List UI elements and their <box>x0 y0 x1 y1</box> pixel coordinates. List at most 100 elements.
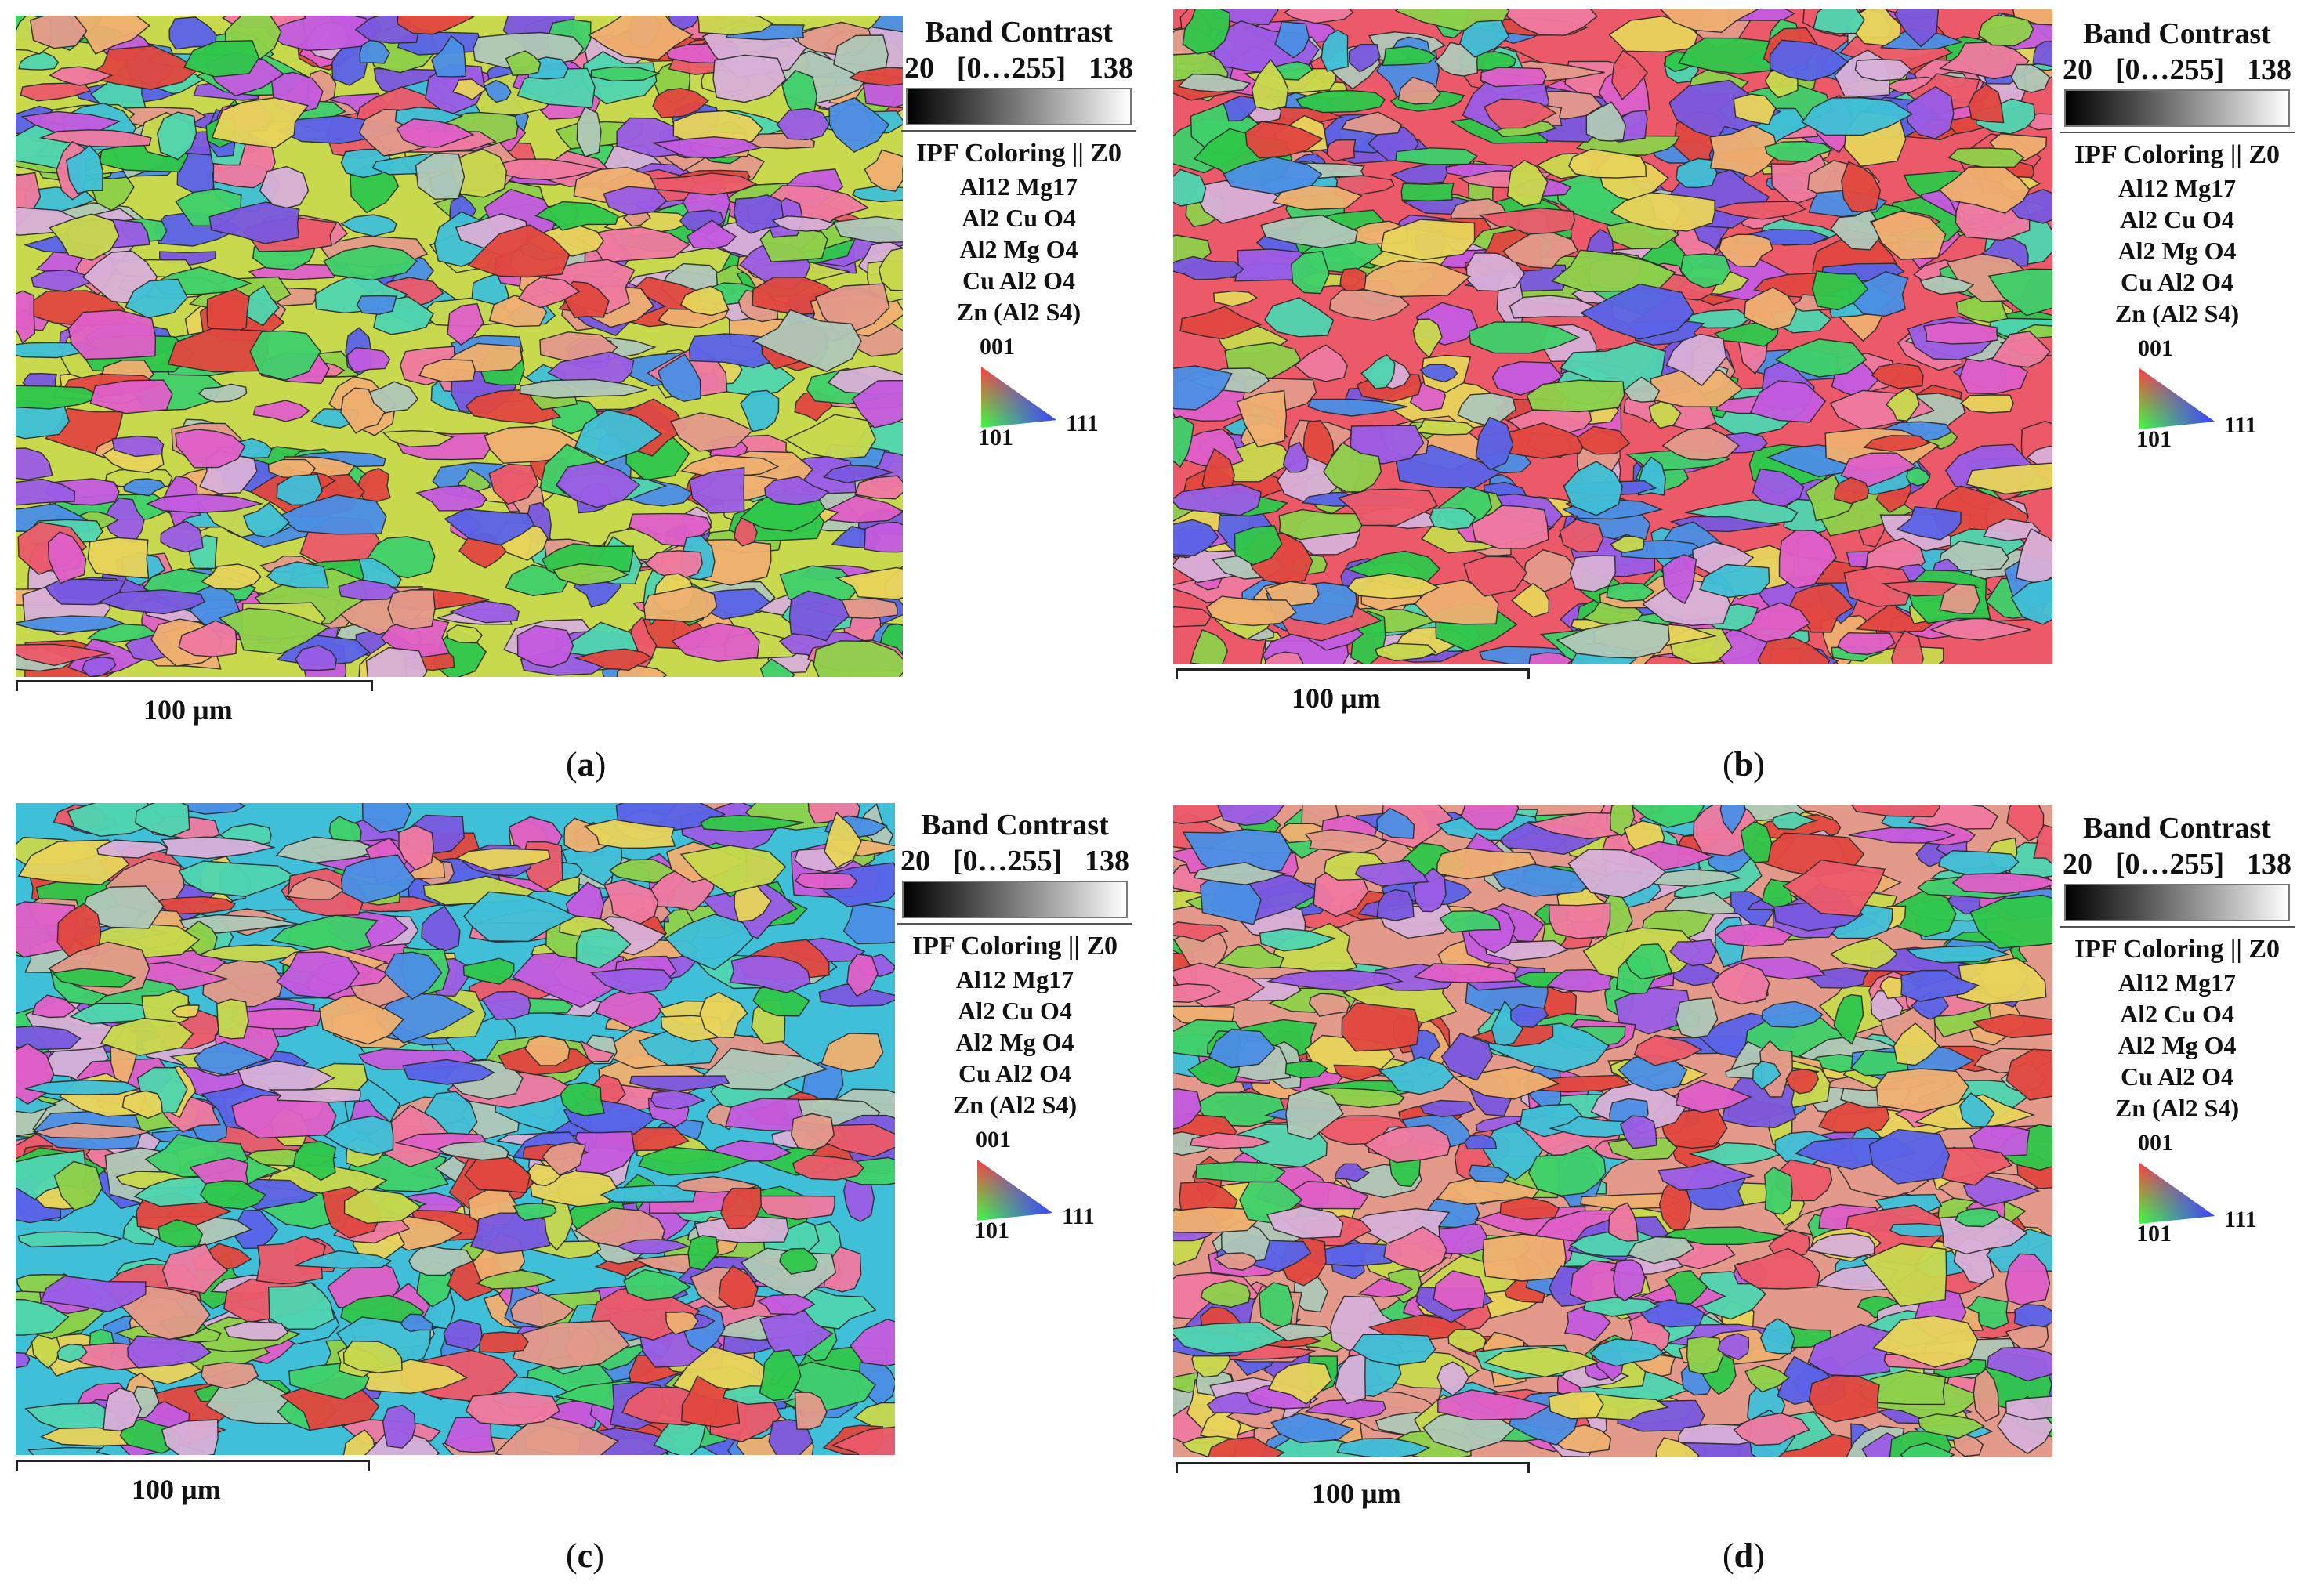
grain <box>516 624 574 668</box>
grain <box>517 277 581 309</box>
grain <box>175 429 246 469</box>
grain <box>437 1141 509 1161</box>
grain <box>1769 39 1849 82</box>
grain <box>470 1212 551 1254</box>
ipf-triangle-key: 001 101 111 <box>2060 335 2295 458</box>
grain <box>1213 290 1258 307</box>
caption-b: (b) <box>1723 745 1765 784</box>
grain <box>1468 321 1581 354</box>
grain <box>733 194 784 234</box>
ipf-triangle-icon <box>2139 1163 2215 1224</box>
grain <box>383 951 443 1001</box>
grain <box>1563 461 1623 516</box>
grain <box>464 1152 531 1194</box>
grain <box>1579 283 1695 340</box>
grain <box>846 954 879 997</box>
grain <box>1965 462 2052 495</box>
grain <box>1284 1061 1328 1079</box>
grain <box>16 643 110 667</box>
grain <box>2033 824 2052 865</box>
grain <box>1633 1034 1703 1066</box>
grain <box>17 1231 124 1248</box>
grain <box>82 656 117 677</box>
grain <box>784 414 877 460</box>
grain <box>38 129 152 148</box>
grain <box>96 839 170 859</box>
phase-label: Al12 Mg17 <box>2118 174 2237 202</box>
grain <box>52 968 136 988</box>
range-mid: [0…255] <box>2114 53 2225 86</box>
grain <box>2010 63 2051 93</box>
grain <box>340 387 386 434</box>
grain <box>1987 268 2052 317</box>
grain <box>1282 441 1309 473</box>
grain <box>1580 1192 1683 1211</box>
grain <box>1267 1362 1332 1405</box>
grain <box>1922 321 1999 345</box>
grain <box>160 836 277 860</box>
legend-divider <box>2060 926 2295 928</box>
band-contrast-title: Band Contrast <box>921 809 1109 841</box>
grain <box>699 991 748 1039</box>
grain <box>1447 1329 1487 1354</box>
grain <box>268 1088 361 1103</box>
grain <box>1334 1163 1370 1182</box>
grain <box>2012 9 2052 27</box>
grain <box>242 501 291 538</box>
grain <box>382 1404 416 1449</box>
grain <box>197 383 248 403</box>
grain <box>573 648 654 671</box>
grain <box>1951 872 2052 895</box>
grain <box>1886 387 1920 422</box>
grain <box>842 902 895 945</box>
grain <box>574 409 663 463</box>
ipf-triangle-key: 001 101 111 <box>2060 1130 2295 1252</box>
grain <box>1929 617 2031 641</box>
grain <box>1173 168 1207 207</box>
ipf-triangle-icon <box>977 1160 1052 1221</box>
grain <box>1875 1068 1969 1113</box>
grain <box>1173 921 1229 943</box>
grain <box>125 278 188 319</box>
grain <box>1400 182 1455 202</box>
grain <box>1829 937 1898 969</box>
grain <box>1896 505 1962 541</box>
grain <box>1893 1022 1940 1066</box>
grain <box>286 876 345 900</box>
grain <box>1938 166 2031 214</box>
grain <box>1459 20 1510 58</box>
grain <box>1757 636 1831 664</box>
band-contrast-range: 20 [0…255] 138 <box>2060 52 2295 88</box>
grain <box>2005 1324 2049 1350</box>
grain <box>1244 121 1324 159</box>
ipf-triangle-key: 001 101 111 <box>897 1127 1132 1249</box>
grain <box>1567 849 1667 899</box>
grain <box>1576 425 1631 455</box>
grain <box>1556 619 1670 659</box>
grain <box>1190 628 1228 664</box>
grain <box>1585 101 1626 142</box>
grain <box>1217 943 1284 969</box>
grain <box>478 1331 529 1354</box>
grain <box>1619 1115 1657 1149</box>
grain <box>1173 483 1262 516</box>
grain <box>1778 530 1837 589</box>
tri-label-111: 111 <box>2224 412 2257 438</box>
grain <box>788 590 850 642</box>
grain <box>16 1298 70 1336</box>
band-contrast-title: Band Contrast <box>2083 17 2271 50</box>
grain <box>255 1235 327 1285</box>
grain <box>1376 807 1415 839</box>
grain <box>1900 1442 1955 1457</box>
grain <box>687 1235 719 1271</box>
ebsd-map-d <box>1173 805 2052 1457</box>
grain <box>790 1113 835 1151</box>
grain <box>382 429 455 448</box>
grain <box>1460 805 1520 831</box>
grain <box>365 646 428 677</box>
grain <box>1173 519 1219 557</box>
grain <box>340 854 416 904</box>
grain <box>2032 41 2052 67</box>
grain <box>542 1142 586 1176</box>
grain <box>638 1146 752 1176</box>
